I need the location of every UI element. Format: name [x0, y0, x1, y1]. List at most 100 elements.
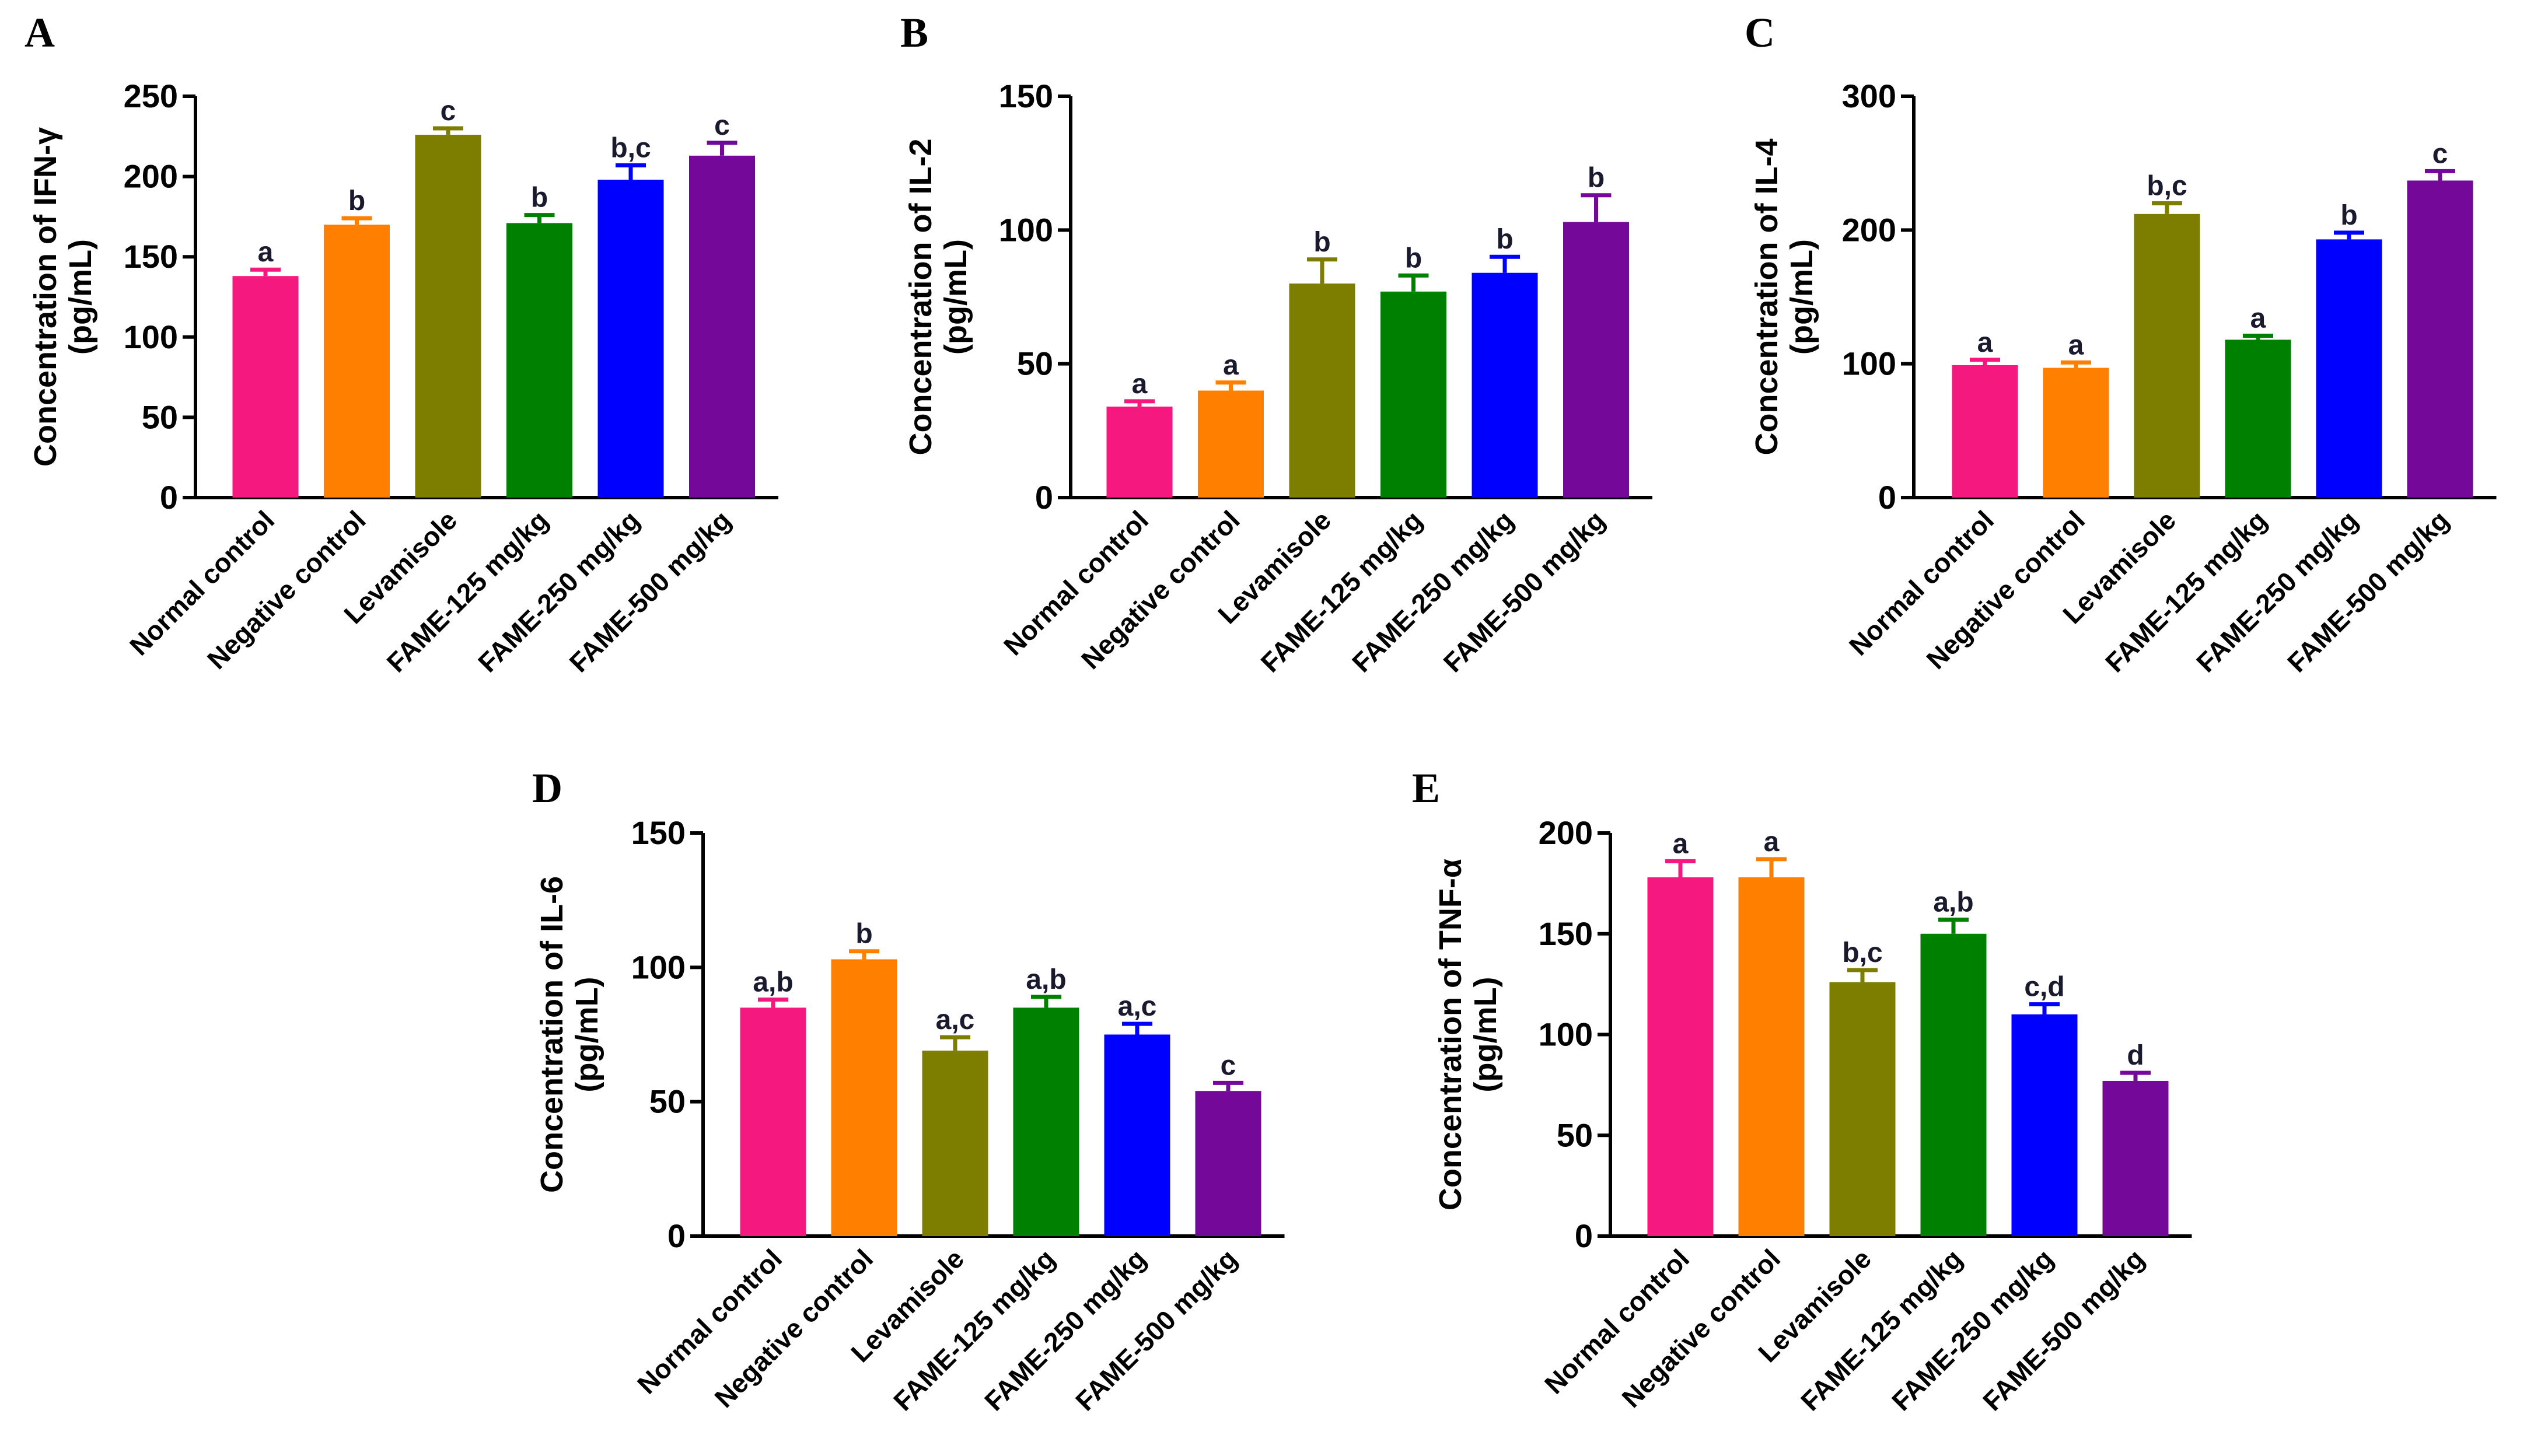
significance-label: b [348, 186, 365, 216]
panel-letter: C [1745, 9, 1775, 56]
x-tick-label: FAME-125 mg/kg [1795, 1243, 1968, 1416]
y-tick-label: 100 [1539, 1016, 1593, 1053]
significance-label: a [1223, 350, 1239, 381]
bar [2134, 214, 2200, 498]
bar [2011, 1014, 2078, 1236]
y-tick-label: 150 [999, 78, 1053, 114]
y-tick-label: 100 [631, 949, 686, 985]
y-tick-label: 0 [667, 1217, 686, 1254]
y-axis-title: Concentration of IL-6 [534, 876, 569, 1193]
y-axis-title-units: (pg/mL) [1468, 977, 1503, 1093]
bar [740, 1007, 806, 1236]
significance-label: a,b [1933, 887, 1973, 918]
bar [1104, 1034, 1170, 1236]
significance-label: a [258, 237, 274, 268]
bar [1829, 982, 1896, 1236]
x-tick-label: FAME-125 mg/kg [1255, 505, 1428, 678]
bar [232, 276, 299, 498]
y-tick-label: 150 [1539, 915, 1593, 952]
panel-e: E 0 50 100 150 200 Concentration of TNF-α (pg/m… [1412, 765, 2192, 1416]
significance-label: b [1588, 163, 1605, 194]
x-tick-label: FAME-250 mg/kg [978, 1243, 1152, 1416]
panel-c: C 0 100 200 300 Concentration of IL-4 (pg/mL) a… [1745, 9, 2497, 678]
bar [597, 180, 664, 498]
x-tick-label: FAME-250 mg/kg [1346, 505, 1519, 678]
significance-label: b [1405, 243, 1422, 274]
y-axis-title: Concentration of IL-4 [1749, 139, 1784, 456]
significance-label: b,c [2147, 170, 2187, 201]
significance-label: b [1313, 227, 1330, 258]
significance-label: c [714, 110, 730, 141]
y-tick-label: 0 [160, 479, 178, 516]
x-tick-label: Negative control [1616, 1243, 1786, 1413]
significance-label: c [1221, 1050, 1236, 1081]
significance-label: b,c [610, 132, 651, 163]
significance-label: d [2127, 1040, 2144, 1071]
x-tick-label: FAME-500 mg/kg [1069, 1243, 1243, 1416]
x-tick-label: FAME-125 mg/kg [2099, 505, 2273, 678]
x-tick-label: FAME-125 mg/kg [381, 505, 554, 678]
y-tick-label: 50 [649, 1083, 686, 1120]
significance-label: a [1764, 827, 1780, 858]
x-tick-label: FAME-125 mg/kg [887, 1243, 1061, 1416]
y-axis-title-units: (pg/mL) [1784, 239, 1819, 355]
panel-letter: E [1412, 765, 1440, 811]
y-tick-label: 0 [1575, 1217, 1593, 1254]
bar [2225, 340, 2291, 498]
bar [324, 225, 390, 498]
significance-label: a [1977, 327, 1993, 358]
significance-label: b [531, 183, 548, 214]
bar [415, 135, 481, 498]
y-axis-title: Concentration of IL-2 [903, 139, 938, 456]
bar [506, 223, 572, 498]
x-tick-label: FAME-500 mg/kg [1438, 505, 1611, 678]
significance-label: a [2068, 330, 2084, 360]
bar [1195, 1091, 1261, 1236]
y-axis-title-units: (pg/mL) [938, 239, 973, 355]
x-tick-label: Negative control [1920, 505, 2091, 675]
y-tick-label: 100 [1842, 345, 1896, 382]
y-tick-label: 250 [124, 78, 178, 114]
y-tick-label: 200 [124, 158, 178, 195]
bar [1289, 284, 1355, 498]
y-tick-label: 50 [1557, 1116, 1593, 1153]
y-tick-label: 200 [1539, 814, 1593, 851]
y-axis-title-units: (pg/mL) [569, 977, 604, 1093]
significance-label: a [2250, 303, 2266, 334]
bar [1738, 877, 1805, 1236]
y-axis-title: Concentration of IFN-γ [28, 127, 63, 467]
significance-label: a,c [1118, 991, 1157, 1022]
significance-label: a [1132, 369, 1148, 400]
significance-label: b [1496, 224, 1513, 255]
bar [1106, 407, 1173, 498]
y-axis-title-units: (pg/mL) [63, 239, 98, 355]
bar [689, 155, 755, 498]
bar [2043, 368, 2109, 498]
bar [1198, 390, 1264, 498]
significance-label: c,d [2024, 972, 2064, 1003]
significance-label: a,c [936, 1005, 975, 1035]
significance-label: b [855, 919, 872, 950]
bar [831, 959, 897, 1236]
x-tick-label: FAME-250 mg/kg [2190, 505, 2364, 678]
x-tick-label: Negative control [1075, 505, 1246, 675]
bar [1563, 222, 1629, 498]
x-tick-label: FAME-250 mg/kg [472, 505, 645, 678]
significance-label: b [2340, 200, 2357, 231]
panel-letter: B [900, 9, 928, 56]
x-tick-label: FAME-250 mg/kg [1886, 1243, 2059, 1416]
bar [922, 1051, 988, 1236]
x-tick-label: FAME-500 mg/kg [2281, 505, 2455, 678]
y-tick-label: 100 [999, 211, 1053, 248]
bar [2102, 1080, 2169, 1236]
y-tick-label: 200 [1842, 211, 1896, 248]
y-tick-label: 150 [124, 238, 178, 275]
bar [2316, 239, 2382, 498]
bar [1920, 933, 1987, 1236]
significance-label: c [441, 96, 456, 127]
bar [1952, 365, 2018, 498]
panel-letter: A [25, 9, 55, 56]
significance-label: c [2432, 138, 2448, 169]
bar [1647, 877, 1714, 1236]
